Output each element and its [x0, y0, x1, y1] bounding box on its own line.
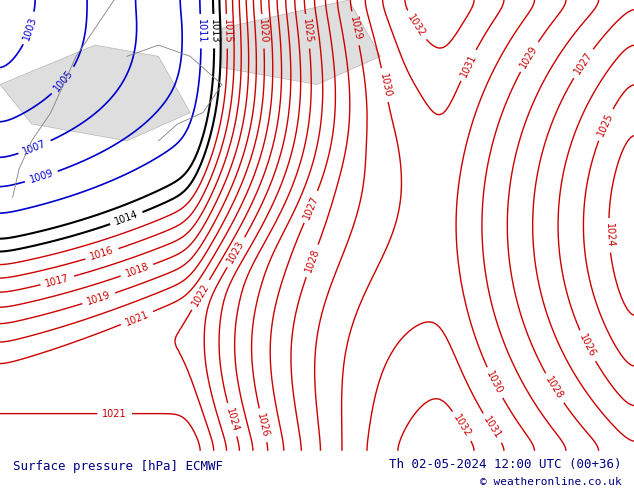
- Text: 1032: 1032: [451, 413, 473, 440]
- Text: 1005: 1005: [52, 68, 75, 94]
- Text: 1016: 1016: [89, 245, 115, 262]
- Text: © weatheronline.co.uk: © weatheronline.co.uk: [479, 477, 621, 487]
- Text: 1026: 1026: [577, 333, 597, 359]
- Text: Surface pressure [hPa] ECMWF: Surface pressure [hPa] ECMWF: [13, 460, 223, 473]
- Text: 1029: 1029: [348, 15, 363, 42]
- Text: 1025: 1025: [301, 18, 314, 44]
- Text: 1017: 1017: [44, 272, 70, 289]
- Text: 1014: 1014: [113, 209, 139, 227]
- Text: 1011: 1011: [196, 19, 206, 44]
- Text: 1027: 1027: [302, 194, 320, 220]
- Text: 1003: 1003: [21, 15, 39, 42]
- Text: 1021: 1021: [102, 409, 127, 418]
- Text: 1021: 1021: [124, 309, 150, 327]
- Text: 1027: 1027: [572, 50, 594, 76]
- Polygon shape: [222, 0, 380, 85]
- Text: Th 02-05-2024 12:00 UTC (00+36): Th 02-05-2024 12:00 UTC (00+36): [389, 458, 621, 471]
- Text: 1031: 1031: [458, 52, 478, 78]
- Text: 1031: 1031: [481, 415, 503, 441]
- Text: 1023: 1023: [226, 239, 247, 266]
- Text: 1029: 1029: [519, 44, 540, 70]
- Text: 1020: 1020: [257, 19, 269, 44]
- Text: 1024: 1024: [604, 223, 614, 248]
- Text: 1018: 1018: [124, 262, 150, 279]
- Text: 1030: 1030: [484, 369, 505, 396]
- Text: 1019: 1019: [86, 290, 112, 307]
- Text: 1028: 1028: [303, 247, 321, 274]
- Text: 1026: 1026: [256, 412, 271, 439]
- Text: 1030: 1030: [378, 72, 392, 98]
- Text: 1013: 1013: [209, 19, 219, 44]
- Text: 1007: 1007: [22, 138, 48, 157]
- Text: 1009: 1009: [29, 168, 55, 185]
- Text: 1032: 1032: [405, 12, 427, 39]
- Text: 1025: 1025: [596, 111, 615, 138]
- Text: 1028: 1028: [543, 375, 565, 401]
- Text: 1022: 1022: [190, 282, 211, 308]
- Polygon shape: [0, 45, 190, 141]
- Text: 1024: 1024: [224, 406, 240, 433]
- Text: 1015: 1015: [222, 19, 232, 44]
